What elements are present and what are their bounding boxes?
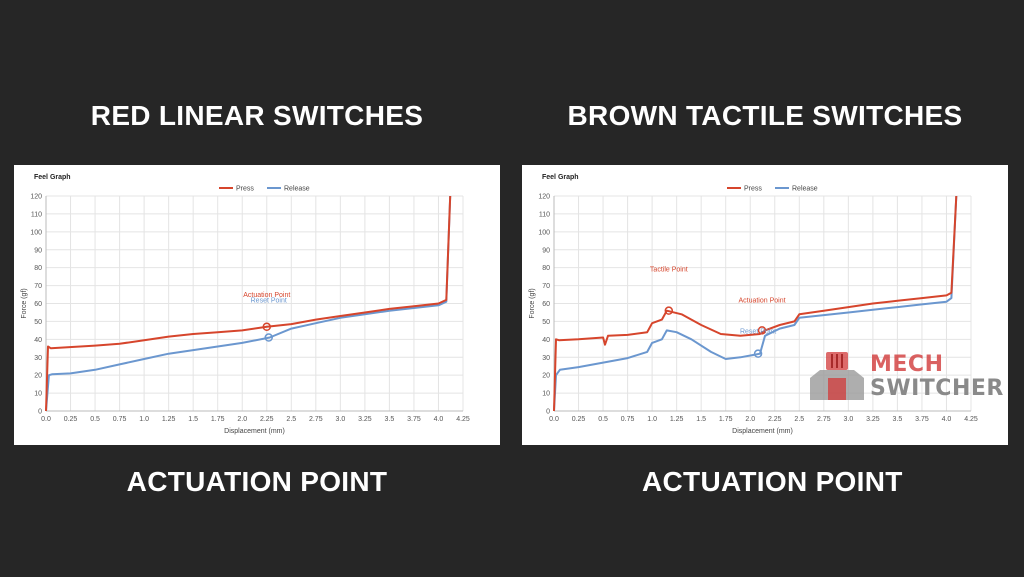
- y-tick-label: 90: [34, 247, 42, 254]
- y-axis-label: Force (gf): [21, 288, 28, 318]
- x-tick-label: 0.0: [41, 416, 51, 423]
- left-chart-heading: RED LINEAR SWITCHES: [90, 100, 424, 131]
- annotation-marker: [753, 349, 763, 358]
- logo-text-mech: MECH: [870, 352, 944, 377]
- x-tick-label: 3.25: [358, 416, 372, 423]
- y-tick-label: 20: [542, 373, 550, 380]
- y-tick-label: 80: [542, 265, 550, 272]
- annotation-marker: [262, 322, 272, 332]
- annotation-label: Reset Point: [740, 329, 776, 336]
- legend-label-press: Press: [236, 186, 254, 193]
- y-tick-label: 70: [34, 283, 42, 290]
- x-tick-label: 1.0: [139, 416, 149, 423]
- legend-label-press: Press: [744, 186, 762, 193]
- x-tick-label: 4.25: [456, 416, 470, 423]
- x-tick-label: 0.0: [549, 416, 559, 423]
- x-tick-label: 3.5: [385, 416, 395, 423]
- y-tick-label: 10: [34, 391, 42, 398]
- x-tick-label: 4.0: [434, 416, 444, 423]
- chart-title: Feel Graph: [34, 174, 71, 181]
- tactile-feel-graph: 0 10 20 30 40 50 60 70 80 90 100 110 120 0.0 0.25 0.5 0.…: [529, 174, 978, 435]
- x-tick-label: 1.25: [670, 416, 684, 423]
- series-line-release: [45, 195, 452, 412]
- x-axis-label: Displacement (mm): [224, 428, 285, 435]
- annotation-marker: [664, 306, 674, 315]
- linear-feel-graph-panel: 0 10 20 30 40 50 60 70 80 90 100 110 120 0.0 0.25 0.5 0.…: [14, 165, 500, 445]
- x-tick-label: 2.5: [286, 416, 296, 423]
- x-tick-label: 3.0: [843, 416, 853, 423]
- x-tick-label: 0.25: [572, 416, 586, 423]
- y-tick-label: 40: [542, 337, 550, 344]
- x-tick-label: 1.75: [719, 416, 733, 423]
- x-tick-label: 3.5: [893, 416, 903, 423]
- y-tick-label: 20: [34, 373, 42, 380]
- x-tick-label: 2.0: [745, 416, 755, 423]
- x-tick-label: 3.0: [335, 416, 345, 423]
- x-tick-label: 0.5: [90, 416, 100, 423]
- logo-text-switcher: SWITCHER: [870, 376, 1004, 401]
- y-axis-label: Force (gf): [529, 288, 536, 318]
- y-tick-label: 120: [30, 194, 42, 201]
- linear-feel-graph: 0 10 20 30 40 50 60 70 80 90 100 110 120 0.0 0.25 0.5 0.…: [21, 174, 470, 435]
- y-tick-label: 50: [34, 319, 42, 326]
- series-line-release: [553, 195, 958, 412]
- right-chart-caption: ACTUATION POINT: [642, 466, 903, 497]
- y-tick-label: 30: [542, 355, 550, 362]
- y-tick-label: 80: [34, 265, 42, 272]
- y-tick-label: 110: [539, 211, 550, 218]
- y-tick-label: 40: [34, 337, 42, 344]
- x-tick-label: 4.0: [942, 416, 952, 423]
- right-chart-heading: BROWN TACTILE SWITCHES: [567, 100, 963, 131]
- y-tick-label: 50: [542, 319, 550, 326]
- y-tick-label: 70: [542, 283, 550, 290]
- x-tick-label: 1.75: [211, 416, 225, 423]
- annotation-label: Actuation Point: [243, 292, 290, 299]
- legend-label-release: Release: [284, 186, 310, 193]
- annotation-label: Tactile Point: [650, 267, 688, 274]
- annotation-marker: [757, 326, 767, 335]
- series-line-press: [553, 195, 958, 412]
- y-tick-label: 0: [38, 409, 42, 416]
- y-tick-label: 10: [542, 391, 550, 398]
- y-tick-label: 100: [538, 229, 550, 236]
- y-tick-label: 60: [542, 301, 550, 308]
- mech-switcher-logo: MECH SWITCHER: [806, 348, 1003, 408]
- x-tick-label: 2.25: [768, 416, 782, 423]
- x-tick-label: 0.75: [113, 416, 127, 423]
- series-line-press: [45, 195, 452, 412]
- y-tick-label: 120: [538, 194, 550, 201]
- x-tick-label: 2.5: [794, 416, 804, 423]
- left-chart-caption: ACTUATION POINT: [126, 466, 388, 497]
- x-tick-label: 2.75: [817, 416, 831, 423]
- y-tick-label: 60: [34, 301, 42, 308]
- x-tick-label: 0.5: [598, 416, 608, 423]
- y-tick-label: 100: [30, 229, 42, 236]
- x-tick-label: 1.0: [647, 416, 657, 423]
- y-tick-label: 90: [542, 247, 550, 254]
- annotation-label: Reset Point: [251, 298, 287, 305]
- x-tick-label: 2.25: [260, 416, 274, 423]
- x-tick-label: 0.25: [64, 416, 78, 423]
- x-tick-label: 0.75: [621, 416, 635, 423]
- x-tick-label: 3.25: [866, 416, 880, 423]
- switch-keycap-icon: [810, 352, 864, 400]
- x-tick-label: 1.25: [162, 416, 176, 423]
- x-tick-label: 3.75: [407, 416, 421, 423]
- legend-label-release: Release: [792, 186, 818, 193]
- annotation-label: Actuation Point: [738, 297, 785, 304]
- annotation-marker: [264, 333, 273, 342]
- x-tick-label: 4.25: [964, 416, 978, 423]
- x-axis-label: Displacement (mm): [732, 428, 793, 435]
- x-tick-label: 2.0: [237, 416, 247, 423]
- x-tick-label: 1.5: [696, 416, 706, 423]
- x-tick-label: 1.5: [188, 416, 198, 423]
- y-tick-label: 110: [31, 211, 42, 218]
- x-tick-label: 2.75: [309, 416, 323, 423]
- x-tick-label: 3.75: [915, 416, 929, 423]
- y-tick-label: 0: [546, 409, 550, 416]
- y-tick-label: 30: [34, 355, 42, 362]
- chart-title: Feel Graph: [542, 174, 579, 181]
- tactile-feel-graph-panel: 0 10 20 30 40 50 60 70 80 90 100 110 120 0.0 0.25 0.5 0.…: [522, 165, 1008, 445]
